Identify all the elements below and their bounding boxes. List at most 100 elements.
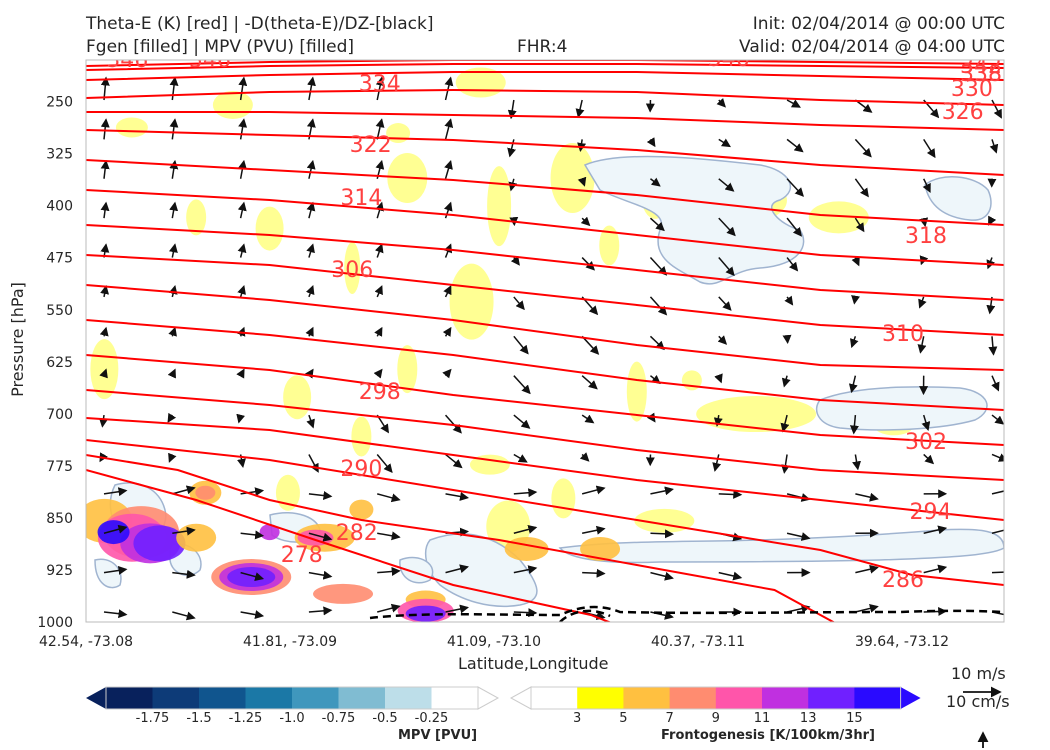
mpv-fill: [94, 155, 1004, 608]
wind-vector: [240, 610, 265, 620]
wind-vector: [718, 217, 736, 237]
title-init-time: Init: 02/04/2014 @ 00:00 UTC: [752, 14, 1005, 34]
wind-vector: [854, 178, 869, 198]
fgen-core: [259, 524, 280, 541]
theta-e-label-298: 298: [359, 380, 401, 405]
fgen-colorbar-tick: 11: [754, 711, 771, 726]
wind-vector: [445, 492, 470, 501]
wind-vector: [375, 201, 384, 219]
wind-vector: [169, 76, 179, 101]
theta-e-label-306: 306: [331, 258, 373, 283]
wind-vector: [374, 285, 383, 298]
fgen-colorbar-title: Frontogenesis [K/100km/3hr]: [661, 728, 875, 743]
mpv-colorbar-segment: [385, 687, 432, 709]
wind-vector: [238, 159, 247, 179]
fgen-blob: [255, 206, 284, 251]
reference-vectors: [963, 686, 1002, 748]
wind-vector: [923, 138, 936, 159]
y-tick-label: 400: [46, 199, 73, 215]
theta-e-label-330: 330: [951, 77, 993, 102]
y-tick-label: 925: [46, 563, 73, 579]
fgen-colorbar-segment: [531, 687, 578, 709]
mpv-colorbar-title: MPV [PVU]: [398, 728, 478, 743]
wind-vector: [376, 453, 393, 474]
fgen-colorbar-tick: 3: [573, 711, 581, 726]
theta-e-label-294: 294: [910, 500, 952, 525]
wind-vector: [855, 564, 879, 574]
wind-vector: [240, 487, 265, 497]
fgen-blob: [115, 117, 148, 138]
mpv-colorbar-tick: -1.75: [136, 711, 170, 726]
fgen-colorbar-segment: [808, 687, 855, 709]
fgen-colorbar-segment: [762, 687, 809, 709]
fgen-blob: [550, 143, 595, 214]
wind-vector: [167, 368, 176, 379]
wind-vector: [718, 178, 735, 192]
wind-vector: [581, 257, 595, 271]
wind-vector: [374, 243, 384, 258]
wind-vector: [650, 177, 661, 187]
mpv-colorbar-tick: -1.0: [279, 711, 304, 726]
wind-vector: [445, 453, 463, 469]
wind-vector: [918, 296, 927, 309]
mpv-colorbar-tick: -1.25: [229, 711, 263, 726]
wind-vector: [444, 76, 454, 101]
wind-vector: [786, 217, 803, 237]
wind-vector: [308, 491, 333, 500]
wind-vector: [238, 118, 248, 140]
y-tick-label: 775: [46, 459, 73, 475]
wind-vector: [991, 375, 1000, 392]
mpv-colorbar-extend-low: [86, 687, 106, 709]
wind-vector: [507, 99, 517, 120]
fgen-blob: [212, 90, 253, 119]
mpv-region: [924, 176, 992, 221]
fgen-core: [227, 567, 276, 588]
wind-vector: [989, 139, 999, 154]
y-tick-label: 550: [46, 303, 73, 319]
wind-vector: [172, 485, 196, 495]
wind-vector: [374, 326, 383, 337]
wind-vector: [445, 564, 469, 574]
wind-vector: [781, 454, 790, 474]
wind-vector: [513, 608, 538, 618]
wind-vector: [575, 99, 585, 118]
wind-vector: [168, 452, 177, 463]
mpv-colorbar-segment: [338, 687, 386, 709]
mpv-colorbar-segment: [245, 687, 293, 709]
mpv-colorbar-tick: -0.75: [322, 711, 356, 726]
theta-e-label-278: 278: [281, 543, 323, 568]
wind-vector: [581, 485, 606, 495]
y-tick-label: 700: [46, 407, 73, 423]
wind-vector: [442, 368, 452, 379]
wind-vector: [99, 326, 109, 337]
wind-vector: [513, 414, 531, 429]
theta-e-label-326: 326: [942, 100, 984, 125]
wind-vector: [306, 201, 316, 219]
wind-vector: [577, 176, 587, 187]
fgen-core: [580, 536, 621, 561]
wind-vectors: [99, 76, 1004, 621]
wind-vector: [718, 138, 731, 148]
theta-e-contour-278: [86, 469, 612, 622]
mpv-colorbar-segment: [106, 687, 153, 709]
wind-vector: [172, 526, 196, 536]
title-valid-time: Valid: 02/04/2014 @ 04:00 UTC: [739, 37, 1005, 57]
theta-e-contour-298: [86, 354, 1004, 446]
wind-vector: [377, 603, 401, 613]
wind-vector: [513, 525, 538, 534]
theta-e-label-346: 346: [106, 48, 148, 73]
wind-vector: [305, 326, 314, 337]
wind-vector: [712, 454, 722, 472]
fgen-colorbar-tick: 9: [712, 711, 720, 726]
wind-vector: [922, 178, 931, 193]
wind-vector: [377, 566, 401, 576]
wind-vector: [714, 373, 723, 384]
fgen-blob: [487, 166, 512, 247]
wind-vector: [849, 415, 859, 435]
theta-e-label-338: 338: [960, 62, 1002, 87]
wind-vector: [443, 201, 453, 219]
wind-vector: [581, 335, 600, 355]
wind-vector: [507, 139, 516, 158]
theta-e-label-318: 318: [905, 224, 947, 249]
wind-vector: [649, 296, 668, 316]
